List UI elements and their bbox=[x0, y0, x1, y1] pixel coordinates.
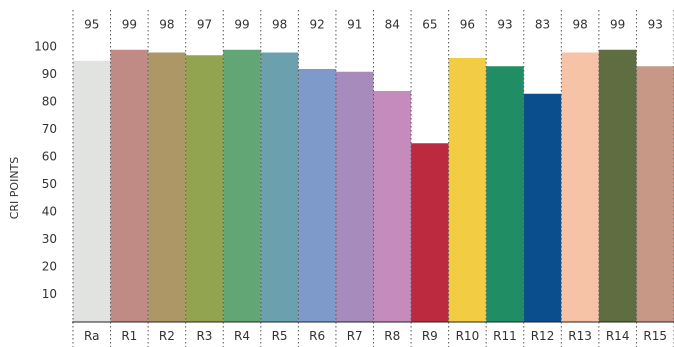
category-label-r11: R11 bbox=[493, 329, 517, 343]
value-label-r3: 97 bbox=[197, 18, 212, 32]
value-labels: 95 99 98 97 99 98 92 91 84 65 96 93 83 98 99 93 bbox=[84, 18, 663, 32]
value-label-r2: 98 bbox=[159, 18, 174, 32]
category-label-r4: R4 bbox=[234, 329, 250, 343]
category-labels: Ra R1 R2 R3 R4 R5 R6 R7 R8 R9 R10 R11 R12 R13 R14 R15 bbox=[84, 329, 667, 343]
value-label-r15: 93 bbox=[648, 18, 663, 32]
value-label-r8: 84 bbox=[385, 18, 400, 32]
value-label-r6: 92 bbox=[310, 18, 325, 32]
category-label-r5: R5 bbox=[272, 329, 288, 343]
value-label-r13: 98 bbox=[572, 18, 587, 32]
value-label-r11: 93 bbox=[497, 18, 512, 32]
value-label-r1: 99 bbox=[122, 18, 137, 32]
bar-r4 bbox=[223, 49, 261, 322]
bars bbox=[73, 49, 674, 322]
category-label-r10: R10 bbox=[456, 329, 480, 343]
category-label-r8: R8 bbox=[384, 329, 400, 343]
category-separators bbox=[72, 10, 674, 347]
y-tick-label: 40 bbox=[42, 205, 57, 219]
category-label-r14: R14 bbox=[606, 329, 630, 343]
y-tick-label: 50 bbox=[42, 177, 57, 191]
value-label-r14: 99 bbox=[610, 18, 625, 32]
value-label-r5: 98 bbox=[272, 18, 287, 32]
category-label-r1: R1 bbox=[121, 329, 137, 343]
category-label-r13: R13 bbox=[568, 329, 592, 343]
category-label-ra: Ra bbox=[84, 329, 99, 343]
value-label-r10: 96 bbox=[460, 18, 475, 32]
bar-r3 bbox=[185, 55, 224, 322]
y-tick-label: 90 bbox=[42, 67, 57, 81]
bar-ra bbox=[73, 60, 111, 322]
category-label-r3: R3 bbox=[196, 329, 212, 343]
category-label-r7: R7 bbox=[347, 329, 363, 343]
y-axis-label: CRI POINTS bbox=[8, 157, 21, 220]
bar-r6 bbox=[298, 69, 336, 322]
value-label-r9: 65 bbox=[422, 18, 437, 32]
y-tick-label: 80 bbox=[42, 95, 57, 109]
y-tick-label: 20 bbox=[42, 260, 57, 274]
y-tick-label: 60 bbox=[42, 150, 57, 164]
y-tick-label: 100 bbox=[34, 40, 57, 54]
bar-r5 bbox=[260, 52, 299, 322]
value-label-r4: 99 bbox=[234, 18, 249, 32]
bar-r11 bbox=[486, 66, 524, 322]
bar-r14 bbox=[598, 49, 637, 322]
value-label-r12: 83 bbox=[535, 18, 550, 32]
category-label-r15: R15 bbox=[643, 329, 667, 343]
y-tick-label: 70 bbox=[42, 122, 57, 136]
bar-r2 bbox=[148, 52, 186, 322]
value-label-r7: 91 bbox=[347, 18, 362, 32]
category-label-r2: R2 bbox=[159, 329, 175, 343]
bar-r7 bbox=[335, 71, 374, 322]
category-label-r6: R6 bbox=[309, 329, 325, 343]
value-label-ra: 95 bbox=[84, 18, 99, 32]
bar-r15 bbox=[636, 66, 674, 322]
bar-r8 bbox=[373, 91, 412, 322]
bar-r1 bbox=[110, 49, 149, 322]
bar-r10 bbox=[448, 58, 487, 322]
bar-r12 bbox=[523, 93, 562, 322]
category-label-r12: R12 bbox=[531, 329, 555, 343]
y-tick-label: 10 bbox=[42, 287, 57, 301]
category-label-r9: R9 bbox=[422, 329, 438, 343]
bar-r9 bbox=[411, 143, 449, 322]
y-axis-ticks: 10 20 30 40 50 60 70 80 90 100 bbox=[34, 40, 57, 302]
y-tick-label: 30 bbox=[42, 232, 57, 246]
bar-r13 bbox=[561, 52, 599, 322]
